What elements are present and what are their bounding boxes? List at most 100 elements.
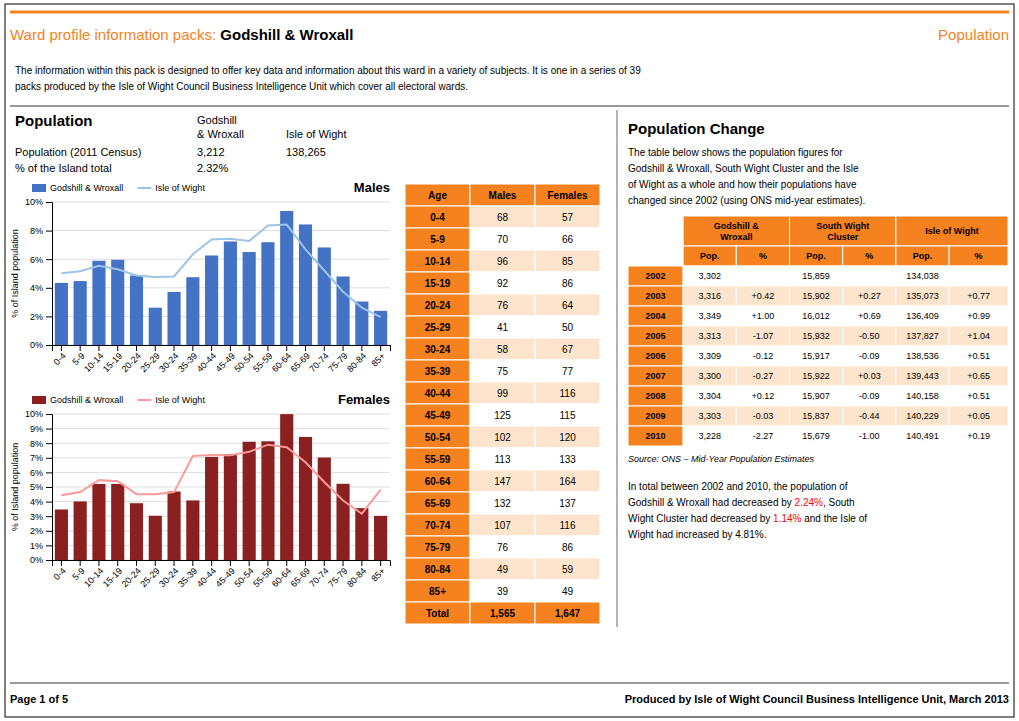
table-row-label: 60-64 — [425, 476, 451, 487]
page: Ward profile information packs: Godshill… — [0, 0, 1019, 721]
table-value: +0.65 — [967, 371, 990, 381]
table-value: 15,907 — [802, 391, 830, 401]
row-value: 2.32% — [197, 162, 228, 174]
table-value: -0.03 — [753, 411, 774, 421]
legend-entry: Godshill & Wroxall — [50, 183, 123, 193]
x-tick-label: 55-59 — [251, 351, 274, 374]
y-tick: 6% — [30, 468, 52, 478]
x-tick-label: 60-64 — [270, 566, 293, 589]
description: changed since 2002 (using ONS mid-year e… — [628, 195, 865, 206]
y-axis: 0%2%4%6%8%10% — [25, 197, 53, 350]
table-cell — [470, 558, 535, 580]
table-cell — [843, 366, 896, 386]
table-cell — [405, 360, 470, 382]
table-value: 3,349 — [698, 311, 721, 321]
divider — [10, 106, 1009, 107]
table-cell — [535, 514, 600, 536]
y-tick-mark — [46, 502, 52, 503]
table-cell — [949, 386, 1008, 406]
table-header: Wroxall — [720, 232, 752, 242]
x-tick: 55-59 — [251, 560, 274, 589]
bar — [111, 484, 124, 560]
table-cell — [535, 470, 600, 492]
legend-swatch — [137, 187, 151, 189]
table-value: 15,902 — [802, 291, 830, 301]
table-cell — [405, 316, 470, 338]
x-tick: 25-29 — [138, 560, 161, 589]
table-value: 164 — [559, 476, 576, 487]
table-cell — [535, 316, 600, 338]
table-cell — [628, 306, 683, 326]
x-tick-label: 30-24 — [157, 351, 180, 374]
table-cell — [470, 448, 535, 470]
table-row-label: 2004 — [646, 311, 666, 321]
table-cell — [535, 602, 600, 624]
y-tick: 0% — [30, 340, 52, 350]
table-value: 113 — [495, 454, 511, 465]
x-tick: 50-54 — [232, 560, 255, 589]
table-row-label: 2008 — [646, 391, 666, 401]
x-tick-label: 50-54 — [232, 351, 255, 374]
table-cell — [736, 386, 789, 406]
table-value: 140,158 — [906, 391, 939, 401]
table-cell — [535, 404, 600, 426]
table-cell — [535, 536, 600, 558]
table-cell — [896, 286, 949, 306]
bar — [167, 292, 180, 345]
summary-text: 2.24% — [795, 497, 823, 508]
x-tick-label: 40-44 — [195, 351, 218, 374]
x-tick-mark — [98, 560, 99, 566]
bar — [374, 311, 387, 345]
table-row-label: 2010 — [646, 431, 666, 441]
table-row-label: 2005 — [646, 331, 666, 341]
x-tick-label: 65-69 — [289, 351, 312, 374]
table-cell — [790, 216, 896, 246]
table-row-label: 15-19 — [425, 278, 451, 289]
table-header: South Wight — [816, 221, 869, 231]
legend-swatch — [137, 399, 151, 401]
table-cell — [736, 366, 789, 386]
x-tick: 45-49 — [214, 345, 237, 374]
bar — [186, 500, 199, 560]
chart-title: Males — [354, 180, 390, 195]
table-cell — [736, 246, 789, 266]
table-cell — [790, 386, 843, 406]
x-tick: 65-69 — [289, 560, 312, 589]
x-tick-label: 15-19 — [101, 566, 124, 589]
table-header: Godshill & — [714, 221, 760, 231]
y-tick-label: 6% — [30, 468, 43, 478]
y-tick-mark — [46, 316, 52, 317]
y-tick-mark — [46, 288, 52, 289]
bar — [318, 247, 331, 345]
table-cell — [535, 228, 600, 250]
table-value: +0.69 — [858, 311, 881, 321]
y-tick: 2% — [30, 526, 52, 536]
description: Godshill & Wroxall, South Wight Cluster … — [628, 163, 859, 174]
table-cell — [405, 294, 470, 316]
table-row-label: 5-9 — [430, 234, 445, 245]
y-tick-label: 2% — [30, 312, 43, 322]
x-tick-mark — [192, 345, 193, 351]
grid — [52, 414, 390, 560]
x-tick-mark — [249, 560, 250, 566]
table-row-label: 25-29 — [425, 322, 451, 333]
y-tick-mark — [46, 545, 52, 546]
table-cell — [896, 366, 949, 386]
table-cell — [405, 514, 470, 536]
y-tick: 7% — [30, 453, 52, 463]
x-tick-label: 40-44 — [195, 566, 218, 589]
table-value: +0.19 — [967, 431, 990, 441]
x-tick-mark — [361, 345, 362, 351]
footer-text: Page 1 of 5 — [10, 693, 68, 705]
x-tick-label: 25-29 — [138, 351, 161, 374]
x-tick-label: 80-84 — [345, 351, 368, 374]
table-cell — [535, 294, 600, 316]
table-value: 15,679 — [802, 431, 830, 441]
table-value: 16,012 — [802, 311, 830, 321]
y-tick-mark — [46, 231, 52, 232]
table-cell — [896, 266, 949, 286]
table-cell — [535, 492, 600, 514]
x-tick: 45-49 — [214, 560, 237, 589]
table-header: Isle of Wight — [925, 226, 978, 236]
table-value: 58 — [497, 344, 509, 355]
